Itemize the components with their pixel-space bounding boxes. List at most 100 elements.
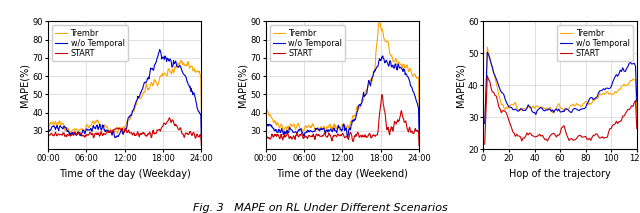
w/o Temporal	[44, 139, 52, 141]
START	[180, 135, 188, 137]
Trembr	[403, 65, 410, 68]
w/o Temporal	[173, 65, 181, 68]
Trembr	[185, 63, 193, 65]
X-axis label: Time of the day (Weekday): Time of the day (Weekday)	[59, 168, 191, 178]
Trembr	[415, 112, 423, 114]
w/o Temporal	[185, 84, 193, 86]
Trembr	[262, 132, 269, 135]
w/o Temporal	[397, 67, 405, 69]
START	[198, 144, 205, 147]
Y-axis label: MAPE(%): MAPE(%)	[237, 63, 248, 107]
Trembr	[58, 123, 65, 126]
X-axis label: Time of the day (Weekend): Time of the day (Weekend)	[276, 168, 408, 178]
Trembr	[394, 63, 401, 66]
Line: Trembr: Trembr	[484, 47, 637, 124]
START	[523, 132, 531, 134]
Y-axis label: MAPE(%): MAPE(%)	[20, 63, 29, 107]
START	[165, 117, 173, 119]
Trembr	[177, 59, 185, 62]
Trembr	[633, 111, 640, 114]
Trembr	[391, 60, 399, 63]
w/o Temporal	[156, 48, 163, 51]
w/o Temporal	[403, 73, 410, 76]
w/o Temporal	[587, 96, 595, 99]
Legend: Trembr, w/o Temporal, START: Trembr, w/o Temporal, START	[52, 25, 127, 61]
Line: Trembr: Trembr	[266, 22, 419, 134]
w/o Temporal	[391, 63, 399, 65]
Trembr	[122, 125, 129, 127]
w/o Temporal	[415, 132, 423, 135]
START	[602, 136, 610, 139]
Trembr	[629, 78, 637, 80]
START	[566, 138, 574, 140]
w/o Temporal	[394, 65, 401, 68]
START	[262, 144, 269, 147]
START	[415, 144, 423, 147]
w/o Temporal	[122, 128, 129, 130]
w/o Temporal	[481, 122, 488, 125]
Trembr	[514, 108, 522, 111]
Trembr	[481, 122, 488, 125]
START	[514, 135, 522, 137]
w/o Temporal	[379, 55, 387, 57]
Trembr	[180, 63, 188, 66]
Line: Trembr: Trembr	[48, 60, 202, 140]
START	[185, 133, 193, 136]
Trembr	[44, 139, 52, 141]
Line: w/o Temporal: w/o Temporal	[48, 49, 202, 140]
w/o Temporal	[566, 111, 574, 113]
Trembr	[397, 65, 405, 68]
Legend: Trembr, w/o Temporal, START: Trembr, w/o Temporal, START	[557, 25, 633, 61]
START	[173, 126, 181, 128]
Trembr	[483, 46, 491, 48]
START	[394, 118, 401, 121]
Y-axis label: MAPE(%): MAPE(%)	[455, 63, 465, 107]
START	[275, 136, 283, 139]
Trembr	[173, 65, 180, 68]
w/o Temporal	[514, 110, 522, 112]
START	[176, 127, 184, 129]
w/o Temporal	[58, 126, 65, 129]
w/o Temporal	[262, 139, 269, 141]
START	[122, 129, 129, 132]
w/o Temporal	[602, 87, 610, 89]
START	[403, 122, 410, 125]
w/o Temporal	[198, 137, 205, 139]
START	[339, 133, 347, 135]
START	[44, 144, 52, 147]
w/o Temporal	[176, 64, 184, 67]
Trembr	[198, 111, 205, 113]
START	[378, 94, 386, 96]
w/o Temporal	[633, 100, 640, 103]
Line: w/o Temporal: w/o Temporal	[484, 52, 637, 124]
X-axis label: Hop of the trajectory: Hop of the trajectory	[509, 168, 611, 178]
START	[481, 143, 488, 145]
Trembr	[275, 125, 283, 128]
Line: w/o Temporal: w/o Temporal	[266, 56, 419, 140]
Trembr	[175, 63, 183, 66]
START	[629, 105, 637, 108]
w/o Temporal	[275, 129, 283, 131]
Trembr	[602, 91, 610, 94]
Legend: Trembr, w/o Temporal, START: Trembr, w/o Temporal, START	[270, 25, 346, 61]
Trembr	[566, 104, 574, 107]
Trembr	[523, 107, 531, 109]
START	[391, 121, 399, 124]
Line: START: START	[266, 95, 419, 145]
w/o Temporal	[629, 62, 637, 65]
Trembr	[376, 21, 383, 24]
Text: Fig. 3   MAPE on RL Under Different Scenarios: Fig. 3 MAPE on RL Under Different Scenar…	[193, 203, 447, 213]
Trembr	[587, 103, 595, 105]
START	[587, 139, 595, 142]
Trembr	[339, 122, 347, 125]
w/o Temporal	[523, 107, 531, 109]
w/o Temporal	[180, 73, 188, 76]
START	[397, 109, 405, 112]
w/o Temporal	[483, 51, 491, 53]
w/o Temporal	[339, 124, 347, 126]
START	[58, 134, 65, 136]
Line: START: START	[484, 76, 637, 144]
START	[633, 127, 640, 130]
Line: START: START	[48, 118, 202, 145]
START	[483, 74, 491, 77]
